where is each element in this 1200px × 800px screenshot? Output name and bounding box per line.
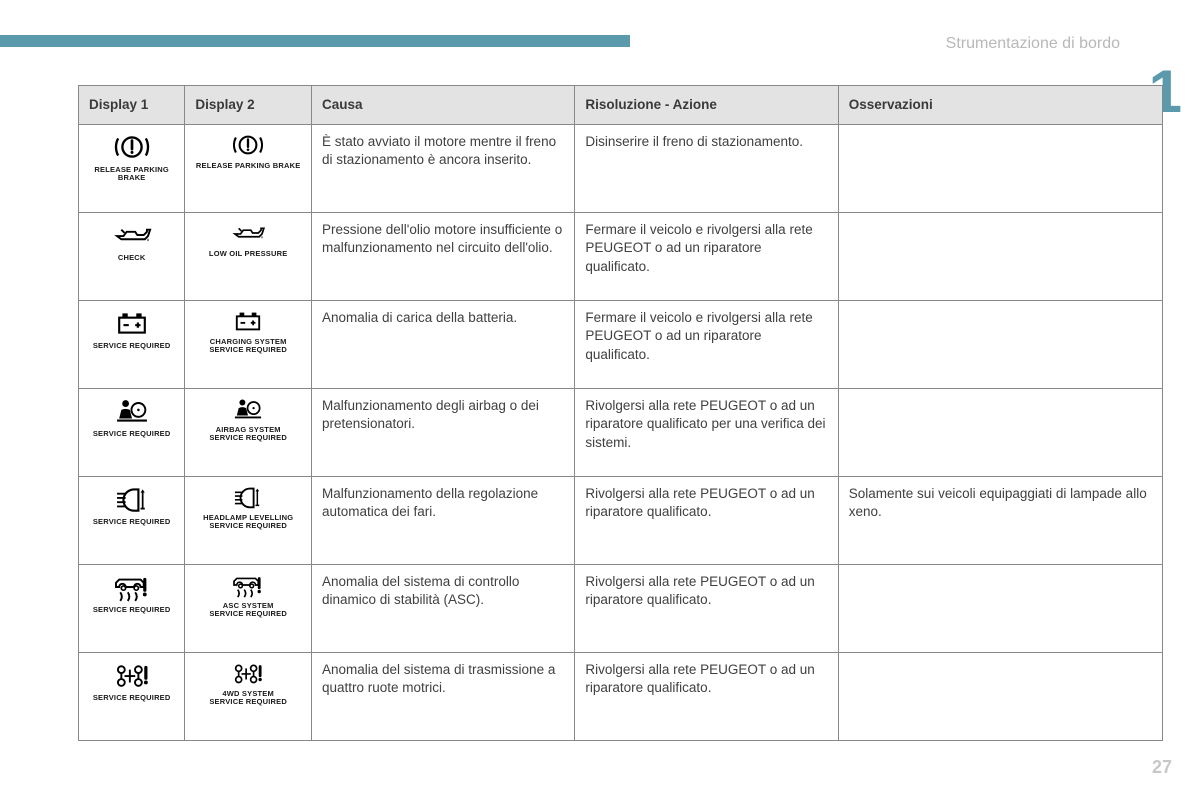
- display2-cell: RELEASE PARKING BRAKE: [185, 125, 312, 213]
- causa-cell: Malfunzionamento degli airbag o dei pret…: [311, 389, 574, 477]
- osservazioni-cell: [838, 389, 1162, 477]
- display2-cell: 4WD SYSTEM SERVICE REQUIRED: [185, 653, 312, 741]
- col-header-causa: Causa: [311, 86, 574, 125]
- table-row: SERVICE REQUIRED AIRBAG SYSTEM SERVICE R…: [79, 389, 1163, 477]
- display1-cell: SERVICE REQUIRED: [79, 301, 185, 389]
- page-number: 27: [1152, 757, 1172, 778]
- display1-cell: RELEASE PARKING BRAKE: [79, 125, 185, 213]
- warning-table: Display 1 Display 2 Causa Risoluzione - …: [78, 85, 1163, 741]
- display2-label: RELEASE PARKING BRAKE: [196, 162, 301, 170]
- brake-icon: [229, 131, 267, 159]
- col-header-risoluzione: Risoluzione - Azione: [575, 86, 838, 125]
- display2-cell: LOW OIL PRESSURE: [185, 213, 312, 301]
- risoluzione-cell: Rivolgersi alla rete PEUGEOT o ad un rip…: [575, 653, 838, 741]
- battery-icon: [110, 307, 154, 339]
- causa-cell: È stato avviato il motore mentre il fren…: [311, 125, 574, 213]
- display1-cell: SERVICE REQUIRED: [79, 565, 185, 653]
- display1-cell: SERVICE REQUIRED: [79, 653, 185, 741]
- display1-cell: SERVICE REQUIRED: [79, 477, 185, 565]
- display1-label: RELEASE PARKING BRAKE: [94, 166, 169, 183]
- airbag-icon: [229, 395, 267, 423]
- display1-label: SERVICE REQUIRED: [93, 606, 171, 614]
- oil-icon: [229, 219, 267, 247]
- table-row: SERVICE REQUIRED 4WD SYSTEM SERVICE REQU…: [79, 653, 1163, 741]
- display2-label: HEADLAMP LEVELLING SERVICE REQUIRED: [203, 514, 293, 531]
- display2-label: LOW OIL PRESSURE: [209, 250, 288, 258]
- battery-icon: [229, 307, 267, 335]
- display2-cell: AIRBAG SYSTEM SERVICE REQUIRED: [185, 389, 312, 477]
- brake-icon: [110, 131, 154, 163]
- risoluzione-cell: Fermare il veicolo e rivolgersi alla ret…: [575, 301, 838, 389]
- causa-cell: Anomalia del sistema di trasmissione a q…: [311, 653, 574, 741]
- display2-label: CHARGING SYSTEM SERVICE REQUIRED: [209, 338, 287, 355]
- osservazioni-cell: [838, 301, 1162, 389]
- causa-cell: Anomalia del sistema di controllo dinami…: [311, 565, 574, 653]
- display2-cell: HEADLAMP LEVELLING SERVICE REQUIRED: [185, 477, 312, 565]
- risoluzione-cell: Rivolgersi alla rete PEUGEOT o ad un rip…: [575, 565, 838, 653]
- section-title: Strumentazione di bordo: [946, 35, 1120, 53]
- display1-label: SERVICE REQUIRED: [93, 342, 171, 350]
- display2-cell: ASC SYSTEM SERVICE REQUIRED: [185, 565, 312, 653]
- display2-label: ASC SYSTEM SERVICE REQUIRED: [209, 602, 287, 619]
- causa-cell: Pressione dell'olio motore insufficiente…: [311, 213, 574, 301]
- table-row: SERVICE REQUIRED CHARGING SYSTEM SERVICE…: [79, 301, 1163, 389]
- table-row: CHECK LOW OIL PRESSURE Pressione dell'ol…: [79, 213, 1163, 301]
- osservazioni-cell: [838, 653, 1162, 741]
- accent-bar: [0, 35, 630, 47]
- asc-icon: [229, 571, 267, 599]
- table-row: SERVICE REQUIRED HEADLAMP LEVELLING SERV…: [79, 477, 1163, 565]
- causa-cell: Anomalia di carica della batteria.: [311, 301, 574, 389]
- risoluzione-cell: Rivolgersi alla rete PEUGEOT o ad un rip…: [575, 389, 838, 477]
- col-header-osservazioni: Osservazioni: [838, 86, 1162, 125]
- asc-icon: [110, 571, 154, 603]
- 4wd-icon: [229, 659, 267, 687]
- table-row: RELEASE PARKING BRAKE RELEASE PARKING BR…: [79, 125, 1163, 213]
- display1-label: SERVICE REQUIRED: [93, 518, 171, 526]
- risoluzione-cell: Rivolgersi alla rete PEUGEOT o ad un rip…: [575, 477, 838, 565]
- risoluzione-cell: Disinserire il freno di stazionamento.: [575, 125, 838, 213]
- display1-cell: SERVICE REQUIRED: [79, 389, 185, 477]
- display1-cell: CHECK: [79, 213, 185, 301]
- osservazioni-cell: [838, 565, 1162, 653]
- table-row: SERVICE REQUIRED ASC SYSTEM SERVICE REQU…: [79, 565, 1163, 653]
- causa-cell: Malfunzionamento della regolazione autom…: [311, 477, 574, 565]
- airbag-icon: [110, 395, 154, 427]
- 4wd-icon: [110, 659, 154, 691]
- headlamp-icon: [229, 483, 267, 511]
- osservazioni-cell: [838, 213, 1162, 301]
- col-header-display1: Display 1: [79, 86, 185, 125]
- col-header-display2: Display 2: [185, 86, 312, 125]
- headlamp-icon: [110, 483, 154, 515]
- display1-label: CHECK: [118, 254, 146, 262]
- display2-cell: CHARGING SYSTEM SERVICE REQUIRED: [185, 301, 312, 389]
- oil-icon: [110, 219, 154, 251]
- display2-label: 4WD SYSTEM SERVICE REQUIRED: [209, 690, 287, 707]
- osservazioni-cell: Solamente sui veicoli equipaggiati di la…: [838, 477, 1162, 565]
- display1-label: SERVICE REQUIRED: [93, 430, 171, 438]
- osservazioni-cell: [838, 125, 1162, 213]
- display1-label: SERVICE REQUIRED: [93, 694, 171, 702]
- risoluzione-cell: Fermare il veicolo e rivolgersi alla ret…: [575, 213, 838, 301]
- display2-label: AIRBAG SYSTEM SERVICE REQUIRED: [209, 426, 287, 443]
